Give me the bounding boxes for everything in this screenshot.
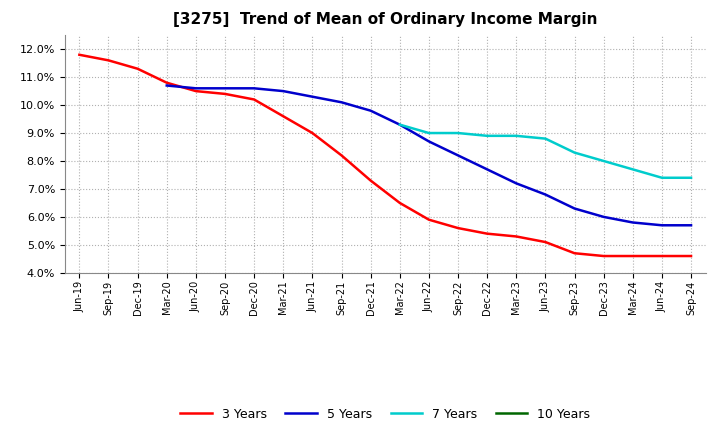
3 Years (395, 200, 404, 205)
7 Years (570, 150, 579, 155)
7 Years (454, 130, 462, 136)
Line: 7 Years: 7 Years (400, 125, 691, 178)
5 Years (192, 86, 200, 91)
5 Years (395, 122, 404, 127)
5 Years (512, 181, 521, 186)
5 Years (454, 153, 462, 158)
7 Years (395, 122, 404, 127)
5 Years (337, 99, 346, 105)
5 Years (425, 139, 433, 144)
3 Years (629, 253, 637, 259)
3 Years (687, 253, 696, 259)
3 Years (133, 66, 142, 71)
5 Years (220, 86, 229, 91)
3 Years (75, 52, 84, 57)
7 Years (629, 167, 637, 172)
Line: 5 Years: 5 Years (167, 85, 691, 225)
3 Years (425, 217, 433, 222)
3 Years (570, 251, 579, 256)
5 Years (366, 108, 375, 114)
5 Years (570, 206, 579, 211)
7 Years (541, 136, 550, 141)
5 Years (629, 220, 637, 225)
5 Years (250, 86, 258, 91)
3 Years (308, 130, 317, 136)
3 Years (104, 58, 113, 63)
3 Years (220, 91, 229, 96)
5 Years (279, 88, 287, 94)
5 Years (163, 83, 171, 88)
3 Years (250, 97, 258, 102)
3 Years (512, 234, 521, 239)
7 Years (483, 133, 492, 139)
3 Years (483, 231, 492, 236)
3 Years (192, 88, 200, 94)
7 Years (425, 130, 433, 136)
3 Years (541, 239, 550, 245)
3 Years (657, 253, 666, 259)
3 Years (337, 153, 346, 158)
3 Years (279, 114, 287, 119)
Title: [3275]  Trend of Mean of Ordinary Income Margin: [3275] Trend of Mean of Ordinary Income … (173, 12, 598, 27)
7 Years (687, 175, 696, 180)
7 Years (599, 158, 608, 164)
Line: 3 Years: 3 Years (79, 55, 691, 256)
3 Years (454, 225, 462, 231)
5 Years (308, 94, 317, 99)
3 Years (163, 80, 171, 85)
7 Years (657, 175, 666, 180)
3 Years (366, 178, 375, 183)
5 Years (687, 223, 696, 228)
Legend: 3 Years, 5 Years, 7 Years, 10 Years: 3 Years, 5 Years, 7 Years, 10 Years (176, 403, 595, 425)
5 Years (657, 223, 666, 228)
7 Years (512, 133, 521, 139)
5 Years (541, 192, 550, 197)
5 Years (483, 167, 492, 172)
3 Years (599, 253, 608, 259)
5 Years (599, 214, 608, 220)
